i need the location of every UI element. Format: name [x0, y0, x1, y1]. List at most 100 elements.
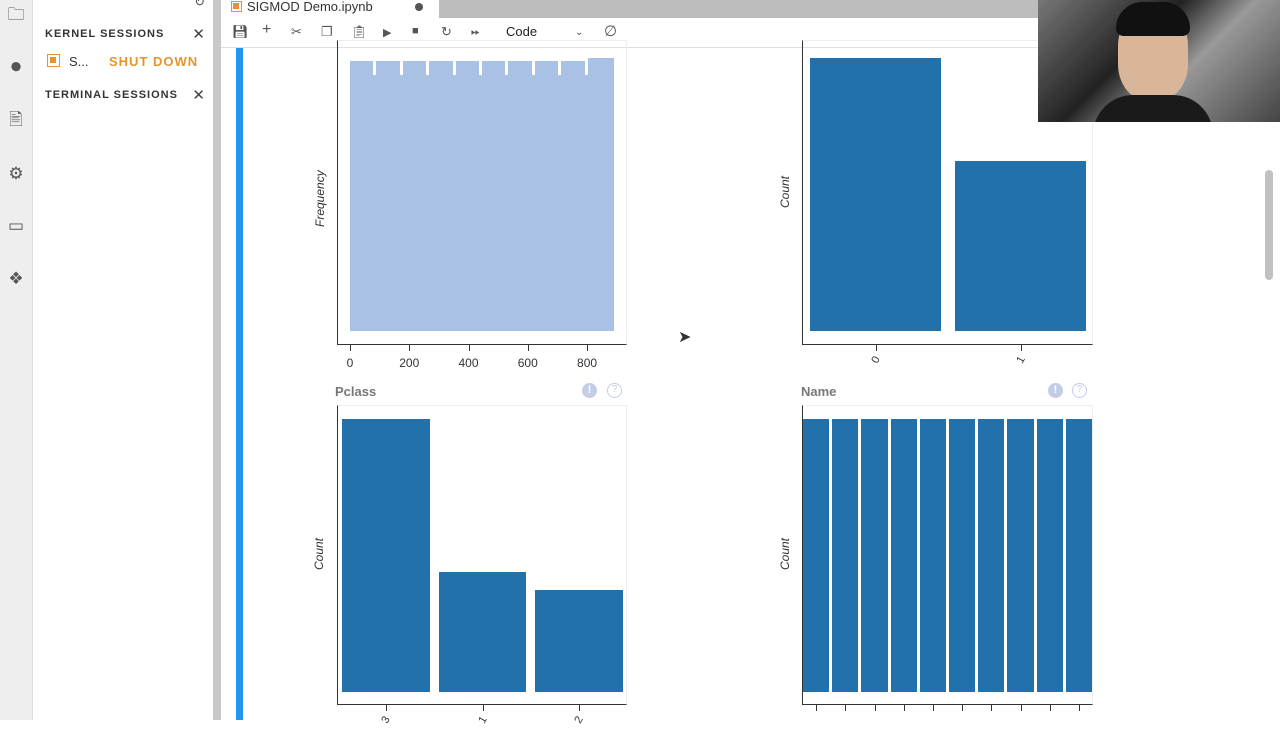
kernel-status-icon: ∅: [604, 23, 618, 40]
x-tick: [468, 345, 470, 351]
x-tick: [962, 705, 964, 711]
unsaved-dot-icon: [415, 3, 423, 11]
warning-icon[interactable]: !: [1048, 383, 1063, 398]
shut-down-button[interactable]: SHUT DOWN: [109, 54, 199, 69]
histogram-bar-fill: [399, 75, 403, 331]
tab-notebook[interactable]: SIGMOD Demo.ipynb: [221, 0, 439, 18]
presenter-shirt: [1093, 95, 1213, 122]
refresh-icon[interactable]: ↻: [194, 0, 205, 9]
x-tick: [1049, 705, 1051, 711]
y-axis-label: Frequency: [313, 170, 327, 227]
running-sessions-panel: ↻ KERNEL SESSIONS ✕ S... SHUT DOWN TERMI…: [33, 0, 213, 720]
x-tick-label: 1: [475, 714, 490, 726]
x-tick-label: 2: [572, 714, 586, 726]
histogram-bar-fill: [584, 75, 588, 331]
x-tick-label: 200: [399, 356, 420, 370]
bar: [1007, 419, 1034, 692]
x-tick-label: 0: [346, 356, 354, 370]
folder-icon[interactable]: 🗀: [7, 5, 25, 24]
y-axis-label: Count: [312, 537, 326, 571]
panel-divider[interactable]: [213, 0, 221, 720]
x-tick: [932, 705, 934, 711]
x-tick: [874, 705, 876, 711]
histogram-bar: [455, 61, 479, 331]
close-icon[interactable]: ✕: [192, 87, 205, 104]
histogram-bar-fill: [505, 75, 509, 331]
extension-puzzle-icon[interactable]: ❖: [8, 269, 24, 288]
histogram-bar: [508, 61, 532, 331]
save-icon[interactable]: 💾︎: [232, 24, 249, 39]
bar: [810, 58, 941, 331]
x-tick: [579, 705, 581, 711]
x-tick-label: 3: [379, 714, 393, 726]
histogram-bar: [429, 61, 453, 331]
cut-icon[interactable]: ✂: [291, 24, 302, 39]
chart-title: Pclass: [335, 384, 377, 399]
histogram-bar: [376, 61, 400, 331]
settings-gears-icon[interactable]: ⚙: [8, 164, 24, 183]
frame: [802, 40, 1093, 345]
x-tick-label: 1: [1013, 354, 1028, 366]
x-tick: [587, 345, 589, 351]
x-tick-label: 800: [577, 356, 598, 370]
frame: [337, 405, 627, 705]
chevron-down-icon[interactable]: ⌄: [575, 27, 584, 38]
x-tick: [527, 345, 529, 351]
x-tick: [350, 345, 351, 351]
cell-type-select[interactable]: Code: [506, 24, 538, 39]
x-tick: [875, 345, 877, 351]
histogram-bar-fill: [479, 75, 482, 331]
bar: [438, 571, 527, 692]
warning-icon[interactable]: !: [582, 383, 597, 398]
webcam-overlay: [1038, 0, 1280, 122]
bar: [832, 419, 859, 692]
run-all-icon[interactable]: ⏩︎: [471, 26, 480, 38]
bar: [919, 419, 946, 692]
add-cell-icon[interactable]: +: [262, 21, 272, 38]
bar: [955, 160, 1086, 331]
bar: [978, 419, 1005, 692]
histogram-bar-fill: [558, 75, 562, 331]
histogram-bar: [482, 61, 506, 331]
active-cell-indicator: [236, 48, 243, 720]
x-tick-label: 400: [458, 356, 479, 370]
histogram-bar: [402, 61, 427, 331]
y-axis-label: Count: [778, 537, 792, 571]
x-tick: [409, 345, 411, 351]
restart-icon[interactable]: ↻: [441, 24, 452, 39]
frame: [802, 405, 1093, 705]
terminal-sessions-header: TERMINAL SESSIONS: [45, 89, 178, 101]
running-sessions-icon[interactable]: ⏺: [11, 56, 21, 78]
tab-title: SIGMOD Demo.ipynb: [247, 0, 373, 14]
activity-bar: 🗀 ⏺ 🖹 ⚙ ▭ ❖: [0, 0, 33, 720]
histogram-bar: [350, 61, 374, 331]
notebook-icon: [231, 1, 242, 12]
histogram-bar: [587, 58, 614, 331]
histogram-bar-fill: [373, 75, 377, 331]
commands-icon[interactable]: 🖹: [9, 110, 23, 129]
bar: [1065, 419, 1092, 692]
bar: [861, 419, 888, 692]
tabs-icon[interactable]: ▭: [7, 216, 25, 235]
session-name[interactable]: S...: [69, 54, 89, 69]
run-icon[interactable]: ▶: [383, 27, 392, 39]
histogram-bar: [561, 61, 585, 331]
stop-icon[interactable]: ■: [412, 25, 419, 37]
x-tick: [903, 705, 905, 711]
histogram-bar-fill: [426, 75, 430, 331]
histogram-bar-fill: [452, 75, 456, 331]
close-icon[interactable]: ✕: [192, 26, 205, 43]
x-tick: [385, 705, 387, 711]
presenter-hair: [1116, 2, 1190, 36]
bar: [949, 419, 976, 692]
scrollbar[interactable]: [1265, 170, 1273, 280]
notebook-icon: [47, 54, 60, 67]
x-tick: [482, 705, 484, 711]
copy-icon[interactable]: ❐: [321, 24, 333, 39]
help-icon[interactable]: ?: [607, 383, 622, 398]
x-tick-label: 0: [868, 354, 883, 366]
help-icon[interactable]: ?: [1072, 383, 1087, 398]
paste-icon[interactable]: 📋︎: [351, 24, 368, 39]
bar: [535, 589, 623, 692]
x-tick: [845, 705, 847, 711]
